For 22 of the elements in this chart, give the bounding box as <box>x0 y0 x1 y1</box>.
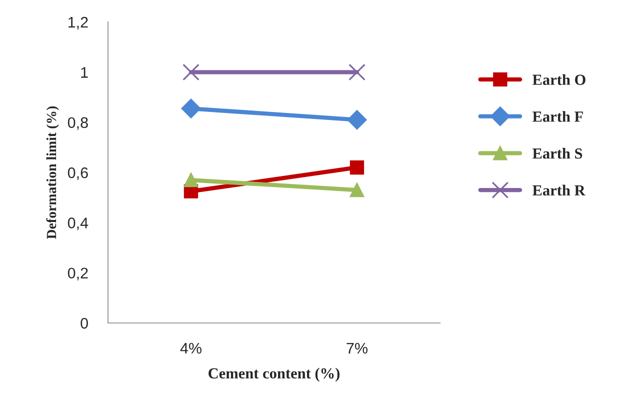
point <box>182 64 200 81</box>
y-axis-title: Deformation limit (%) <box>46 106 59 239</box>
point <box>350 160 364 175</box>
legend-label: Earth S <box>532 148 582 159</box>
point <box>348 64 366 81</box>
point <box>350 182 364 198</box>
point <box>347 110 367 130</box>
point <box>184 172 198 188</box>
legend-label: Earth O <box>532 74 586 85</box>
x-axis-title: Cement content (%) <box>208 368 340 382</box>
y-tick-label: 0 <box>80 318 88 329</box>
y-tick-label: 0,4 <box>68 218 88 230</box>
x-tick-label: 7% <box>346 342 368 354</box>
y-tick-label: 0,2 <box>68 268 88 280</box>
x-tick-label: 4% <box>180 342 202 354</box>
point <box>181 98 201 118</box>
y-tick-label: 1,2 <box>68 16 88 30</box>
legend-label: Earth F <box>532 111 583 122</box>
y-tick-label: 0,6 <box>68 167 88 180</box>
y-tick-label: 0,8 <box>68 117 88 130</box>
legend-label: Earth R <box>532 184 586 196</box>
y-tick-label: 1 <box>81 67 88 78</box>
